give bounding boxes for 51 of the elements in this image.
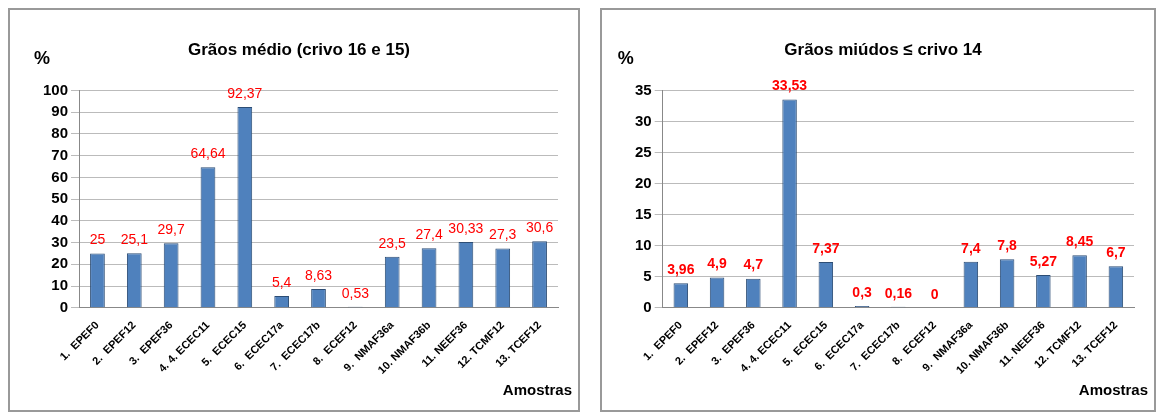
x-axis-title: Amostras xyxy=(1078,380,1148,398)
y-tick-label: 80 xyxy=(51,124,69,142)
data-label: 0,16 xyxy=(884,284,913,301)
data-label: 64,64 xyxy=(190,145,226,162)
data-label: 0 xyxy=(930,285,939,302)
y-tick-label: 70 xyxy=(51,145,69,163)
data-label: 23,5 xyxy=(378,234,407,251)
data-label: 30,33 xyxy=(448,219,484,236)
y-tick-label: 20 xyxy=(51,254,69,272)
x-axis-title: Amostras xyxy=(502,380,572,398)
data-label: 5,27 xyxy=(1029,252,1058,269)
data-label: 3,96 xyxy=(667,261,695,278)
y-tick-label: 10 xyxy=(51,276,69,294)
y-tick-label: 10 xyxy=(635,235,652,253)
data-label: 25 xyxy=(89,231,106,248)
y-tick-label: 30 xyxy=(51,232,69,250)
data-label: 8,63 xyxy=(304,266,333,283)
data-label: 7,8 xyxy=(997,237,1018,254)
y-tick-label: 15 xyxy=(635,204,652,222)
y-tick-label: 25 xyxy=(635,142,652,160)
y-tick-label: 5 xyxy=(643,266,652,284)
data-label: 0,53 xyxy=(341,284,370,301)
data-label: 30,6 xyxy=(525,219,554,236)
data-label: 8,45 xyxy=(1065,233,1094,250)
data-label: 7,4 xyxy=(961,239,981,256)
data-label: 4,9 xyxy=(707,255,728,272)
y-tick-label: 100 xyxy=(43,80,69,98)
data-label: 0,3 xyxy=(852,283,873,300)
data-label: 27,4 xyxy=(415,226,443,243)
data-label: 27,3 xyxy=(489,226,517,243)
data-label: 7,37 xyxy=(812,239,840,256)
data-label: 5,4 xyxy=(271,273,292,290)
y-tick-label: 0 xyxy=(59,297,69,315)
data-label: 25,1 xyxy=(120,231,149,248)
y-tick-label: 90 xyxy=(51,102,69,120)
chart-title: Grãos médio (crivo 16 e 15) xyxy=(187,39,411,59)
y-tick-label: 0 xyxy=(643,297,652,315)
data-label: 33,53 xyxy=(772,77,808,94)
y-axis-title: % xyxy=(617,48,634,69)
y-tick-label: 40 xyxy=(51,211,69,228)
y-tick-label: 20 xyxy=(635,173,652,191)
y-tick-label: 60 xyxy=(51,167,69,185)
data-label: 92,37 xyxy=(227,84,263,101)
chart-title: Grãos miúdos ≤ crivo 14 xyxy=(784,39,983,59)
data-label: 6,7 xyxy=(1106,244,1126,261)
y-tick-label: 35 xyxy=(635,80,652,98)
data-label: 4,7 xyxy=(743,256,764,273)
y-axis-title: % xyxy=(34,48,51,69)
y-tick-label: 30 xyxy=(635,111,652,129)
y-tick-label: 50 xyxy=(51,189,69,207)
data-label: 29,7 xyxy=(157,221,185,238)
